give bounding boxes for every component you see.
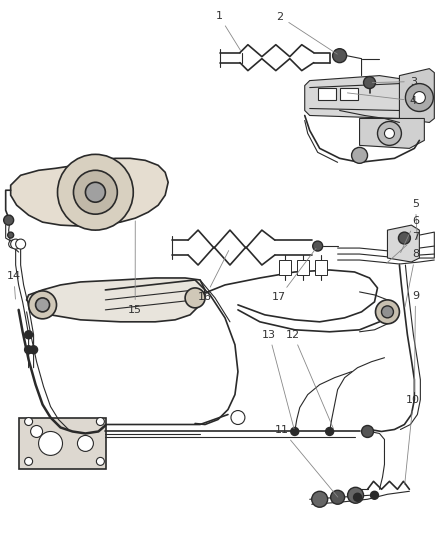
Circle shape xyxy=(406,84,433,111)
Circle shape xyxy=(326,427,334,435)
Circle shape xyxy=(8,232,14,238)
Circle shape xyxy=(28,291,57,319)
Circle shape xyxy=(378,122,401,146)
Circle shape xyxy=(39,432,63,455)
Circle shape xyxy=(331,490,345,504)
Bar xyxy=(279,260,291,275)
Polygon shape xyxy=(360,118,424,148)
Text: 5: 5 xyxy=(412,199,419,239)
Bar xyxy=(314,260,327,275)
Circle shape xyxy=(332,49,346,63)
Circle shape xyxy=(385,128,395,139)
Polygon shape xyxy=(27,278,205,322)
Text: 9: 9 xyxy=(412,290,419,392)
Circle shape xyxy=(25,457,32,465)
Bar xyxy=(339,87,357,100)
Circle shape xyxy=(312,491,328,507)
Polygon shape xyxy=(11,158,168,226)
Circle shape xyxy=(375,300,399,324)
Text: 6: 6 xyxy=(401,216,419,253)
Text: 8: 8 xyxy=(405,249,419,307)
Text: 10: 10 xyxy=(405,395,420,484)
Circle shape xyxy=(25,417,32,425)
Circle shape xyxy=(25,331,32,339)
Text: 11: 11 xyxy=(276,425,338,497)
Circle shape xyxy=(96,417,104,425)
Bar xyxy=(19,417,106,470)
Text: 7: 7 xyxy=(387,232,419,263)
Polygon shape xyxy=(305,76,419,118)
Circle shape xyxy=(348,487,364,503)
Circle shape xyxy=(35,298,49,312)
Text: 3: 3 xyxy=(372,77,417,86)
Circle shape xyxy=(413,92,425,103)
Circle shape xyxy=(9,240,17,248)
Circle shape xyxy=(57,155,133,230)
Circle shape xyxy=(352,148,367,163)
Circle shape xyxy=(371,491,378,499)
Circle shape xyxy=(74,171,117,214)
Circle shape xyxy=(361,425,374,438)
Circle shape xyxy=(96,457,104,465)
Circle shape xyxy=(185,288,205,308)
Circle shape xyxy=(231,410,245,424)
Circle shape xyxy=(399,232,410,244)
Text: 4: 4 xyxy=(347,93,417,106)
Circle shape xyxy=(4,215,14,225)
Circle shape xyxy=(364,77,375,88)
Circle shape xyxy=(313,241,323,251)
Circle shape xyxy=(16,239,25,249)
Circle shape xyxy=(291,427,299,435)
Text: 1: 1 xyxy=(215,11,240,50)
Circle shape xyxy=(31,425,42,438)
Text: 2: 2 xyxy=(276,12,337,54)
Text: 15: 15 xyxy=(128,221,142,315)
Polygon shape xyxy=(388,225,419,262)
Text: 16: 16 xyxy=(198,251,229,302)
Text: 12: 12 xyxy=(286,329,334,429)
Circle shape xyxy=(85,182,106,202)
Circle shape xyxy=(25,346,32,354)
Circle shape xyxy=(30,346,38,354)
Circle shape xyxy=(353,493,361,501)
Bar xyxy=(318,87,336,100)
Text: 13: 13 xyxy=(262,329,294,429)
Polygon shape xyxy=(399,69,434,123)
Circle shape xyxy=(381,306,393,318)
Bar xyxy=(297,260,309,275)
Circle shape xyxy=(78,435,93,451)
Text: 17: 17 xyxy=(272,248,316,302)
Text: 14: 14 xyxy=(7,271,21,299)
Circle shape xyxy=(11,239,21,249)
